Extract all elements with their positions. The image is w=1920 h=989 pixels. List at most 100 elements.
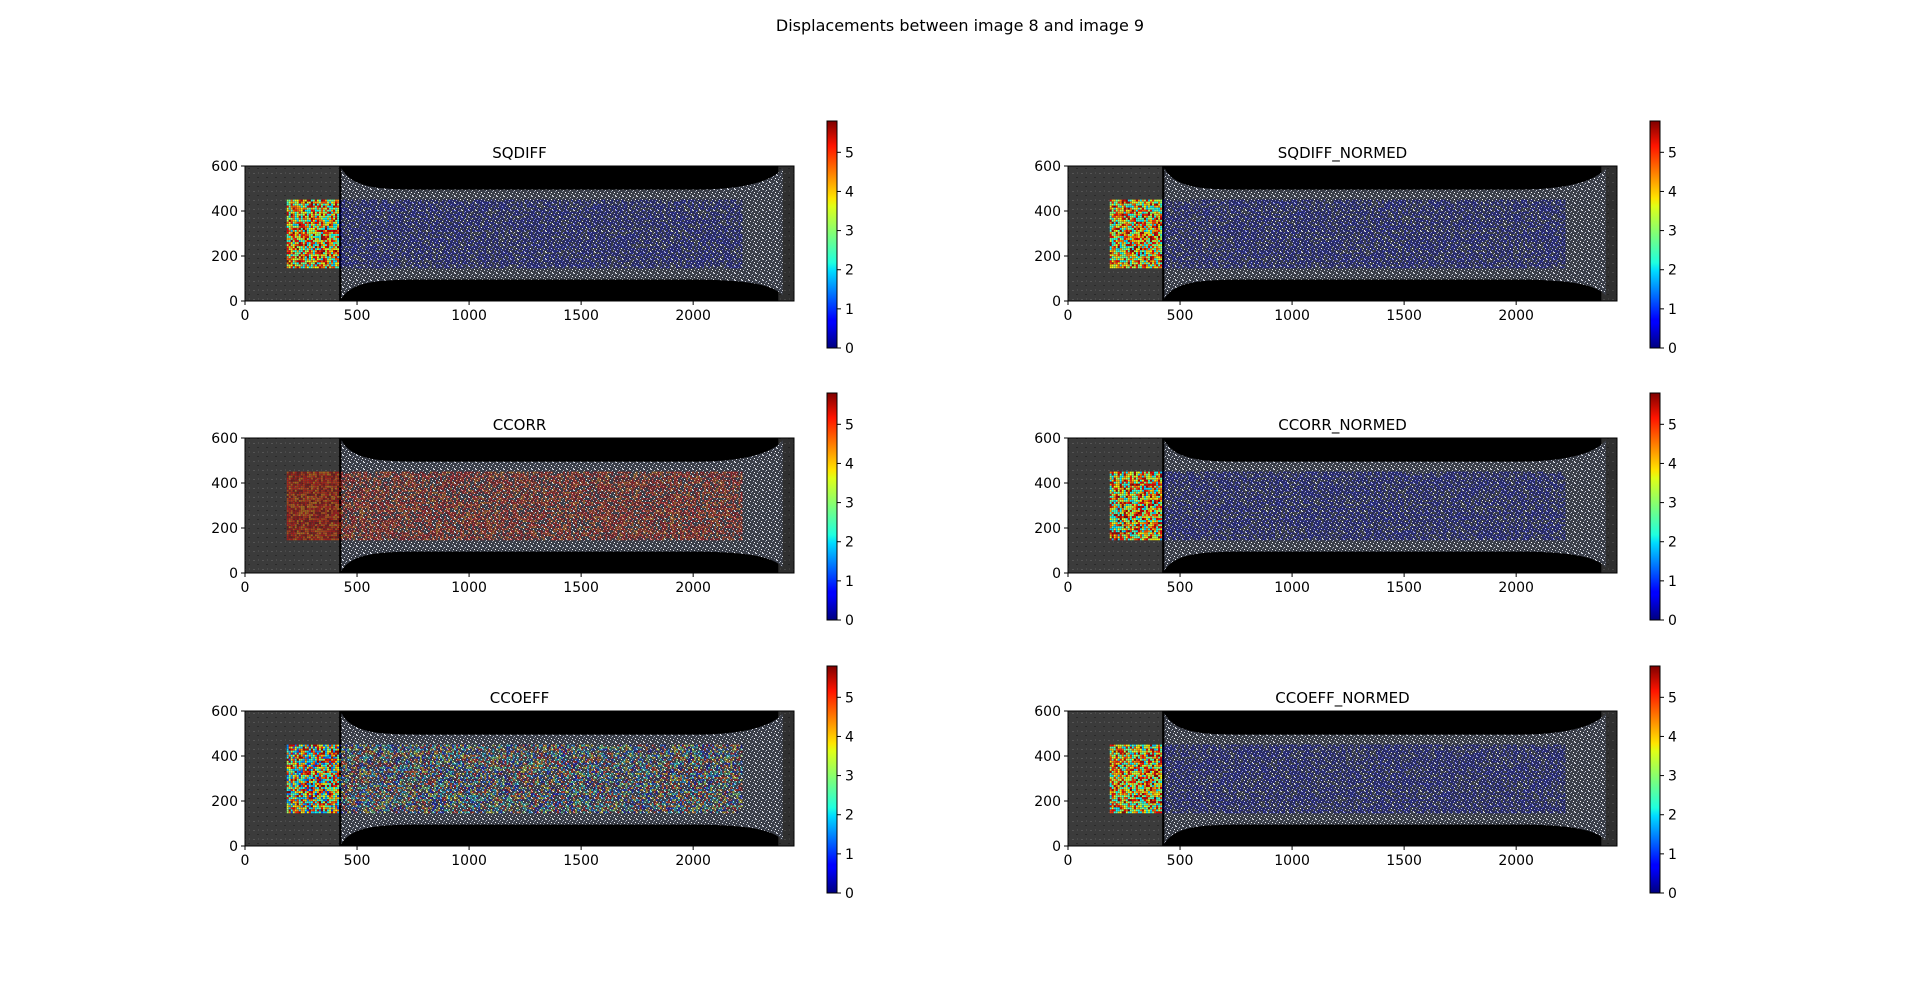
x-tick-label: 500 (1167, 308, 1194, 324)
colorbar-gradient (1650, 121, 1660, 348)
y-tick-label: 400 (211, 204, 238, 220)
colorbar-tick-label: 0 (1668, 341, 1677, 357)
subplot-title: SQDIFF (492, 144, 547, 162)
colorbar-tick-label: 0 (845, 613, 854, 629)
y-tick-label: 600 (211, 431, 238, 447)
y-tick-label: 0 (1052, 294, 1061, 310)
subplot-title: CCORR (493, 416, 547, 434)
colorbar-tick-label: 4 (1668, 729, 1677, 745)
subplot-title: CCOEFF_NORMED (1275, 689, 1409, 708)
colorbar-tick-label: 2 (1668, 263, 1677, 279)
y-tick-label: 200 (211, 249, 238, 265)
colorbar: 0 1 2 3 4 5 (827, 393, 854, 629)
colorbar-gradient (827, 666, 837, 893)
colorbar-tick-label: 4 (845, 184, 854, 200)
y-tick-label: 0 (229, 839, 238, 855)
subplot-title: CCOEFF (490, 689, 550, 707)
colorbar-tick-label: 3 (845, 769, 854, 785)
x-tick-label: 500 (344, 580, 371, 596)
colorbar-tick-label: 5 (1668, 690, 1677, 706)
x-tick-label: 1000 (451, 853, 487, 869)
colorbar-tick-label: 1 (845, 847, 854, 863)
colorbar-tick-label: 0 (845, 341, 854, 357)
y-tick-label: 400 (211, 476, 238, 492)
colorbar-tick-label: 0 (1668, 613, 1677, 629)
y-tick-label: 600 (211, 159, 238, 175)
y-tick-label: 400 (211, 749, 238, 765)
y-tick-label: 0 (229, 566, 238, 582)
x-tick-label: 0 (241, 308, 250, 324)
subplot-title: CCORR_NORMED (1278, 416, 1407, 435)
colorbar-tick-label: 3 (1668, 496, 1677, 512)
y-tick-label: 600 (211, 704, 238, 720)
y-tick-label: 200 (1034, 249, 1061, 265)
colorbar-tick-label: 1 (1668, 302, 1677, 318)
colorbar-tick-label: 4 (845, 729, 854, 745)
x-tick-label: 2000 (1498, 308, 1534, 324)
colorbar-tick-label: 5 (845, 690, 854, 706)
colorbar-tick-label: 4 (845, 456, 854, 472)
y-tick-label: 0 (1052, 839, 1061, 855)
x-tick-label: 1000 (451, 308, 487, 324)
colorbar-tick-label: 5 (1668, 145, 1677, 161)
colorbar-tick-label: 5 (1668, 417, 1677, 433)
x-tick-label: 2000 (675, 308, 711, 324)
colorbar-tick-label: 3 (845, 496, 854, 512)
colorbar-tick-label: 0 (1668, 886, 1677, 902)
colorbar-gradient (1650, 393, 1660, 620)
colorbar-tick-label: 4 (1668, 184, 1677, 200)
colorbar-gradient (827, 121, 837, 348)
colorbar-tick-label: 1 (845, 302, 854, 318)
colorbar-tick-label: 1 (1668, 574, 1677, 590)
x-tick-label: 1500 (563, 580, 599, 596)
x-tick-label: 0 (1064, 580, 1073, 596)
x-tick-label: 500 (1167, 853, 1194, 869)
colorbar-tick-label: 1 (1668, 847, 1677, 863)
y-tick-label: 400 (1034, 749, 1061, 765)
colorbar-tick-label: 2 (1668, 535, 1677, 551)
x-tick-label: 500 (344, 308, 371, 324)
y-tick-label: 0 (229, 294, 238, 310)
colorbar-tick-label: 2 (845, 808, 854, 824)
x-tick-label: 0 (241, 580, 250, 596)
x-tick-label: 2000 (675, 580, 711, 596)
x-tick-label: 1500 (1386, 580, 1422, 596)
x-tick-label: 2000 (1498, 580, 1534, 596)
colorbar-tick-label: 5 (845, 145, 854, 161)
x-tick-label: 2000 (675, 853, 711, 869)
y-tick-label: 200 (1034, 794, 1061, 810)
colorbar-tick-label: 0 (845, 886, 854, 902)
y-tick-label: 600 (1034, 431, 1061, 447)
x-tick-label: 1500 (563, 853, 599, 869)
colorbar-gradient (1650, 666, 1660, 893)
x-tick-label: 1500 (1386, 853, 1422, 869)
y-tick-label: 600 (1034, 704, 1061, 720)
x-tick-label: 1000 (1274, 853, 1310, 869)
x-tick-label: 1000 (1274, 580, 1310, 596)
colorbar: 0 1 2 3 4 5 (827, 666, 854, 902)
colorbar-tick-label: 5 (845, 417, 854, 433)
colorbar-tick-label: 4 (1668, 456, 1677, 472)
y-tick-label: 600 (1034, 159, 1061, 175)
colorbar-tick-label: 2 (845, 535, 854, 551)
x-tick-label: 1500 (1386, 308, 1422, 324)
colorbar-tick-label: 2 (1668, 808, 1677, 824)
colorbar-gradient (827, 393, 837, 620)
y-tick-label: 200 (211, 794, 238, 810)
colorbar-tick-label: 1 (845, 574, 854, 590)
x-tick-label: 0 (1064, 853, 1073, 869)
y-tick-label: 200 (1034, 521, 1061, 537)
x-tick-label: 0 (241, 853, 250, 869)
colorbar: 0 1 2 3 4 5 (1650, 393, 1677, 629)
y-tick-label: 400 (1034, 476, 1061, 492)
